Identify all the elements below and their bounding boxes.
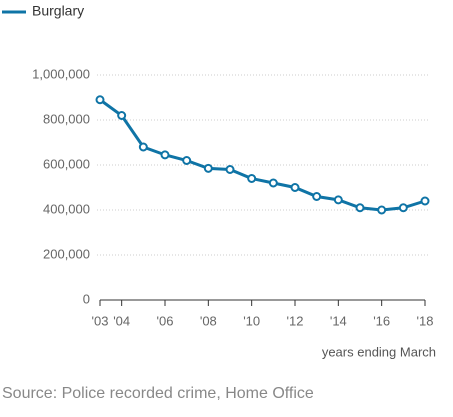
point — [290, 183, 300, 192]
x-tick-label: '12 — [287, 313, 304, 328]
x-tick-label: '03 — [92, 313, 109, 328]
point — [117, 111, 127, 120]
x-tick-label: '08 — [200, 313, 217, 328]
point — [203, 163, 213, 173]
y-tick-label: 800,000 — [43, 111, 90, 126]
x-tick-label: '16 — [373, 313, 390, 328]
point — [160, 150, 170, 160]
point — [377, 205, 387, 215]
point — [398, 203, 408, 213]
y-tick-label: 600,000 — [43, 156, 90, 171]
y-tick-label: 0 — [83, 291, 90, 306]
point — [333, 195, 343, 205]
x-axis-label: years ending March — [322, 344, 436, 359]
point — [268, 178, 278, 188]
y-tick-label: 400,000 — [43, 201, 90, 216]
point — [138, 142, 148, 152]
point — [247, 174, 257, 183]
y-tick-label: 200,000 — [43, 246, 90, 261]
x-tick-label: '18 — [417, 313, 434, 328]
x-tick-label: '06 — [157, 313, 174, 328]
point — [95, 95, 105, 105]
x-tick-label: '10 — [243, 313, 260, 328]
point — [182, 156, 192, 165]
x-tick-label: '14 — [330, 313, 347, 328]
point — [355, 203, 365, 213]
x-tick-label: '04 — [113, 313, 130, 328]
line — [99, 98, 426, 212]
point — [420, 196, 430, 206]
point — [312, 192, 322, 201]
source: Source: Police recorded crime, Home Offi… — [2, 385, 314, 402]
y-tick-label: 1,000,000 — [32, 66, 90, 81]
legend-label: Burglary — [32, 3, 84, 19]
point — [225, 165, 235, 174]
